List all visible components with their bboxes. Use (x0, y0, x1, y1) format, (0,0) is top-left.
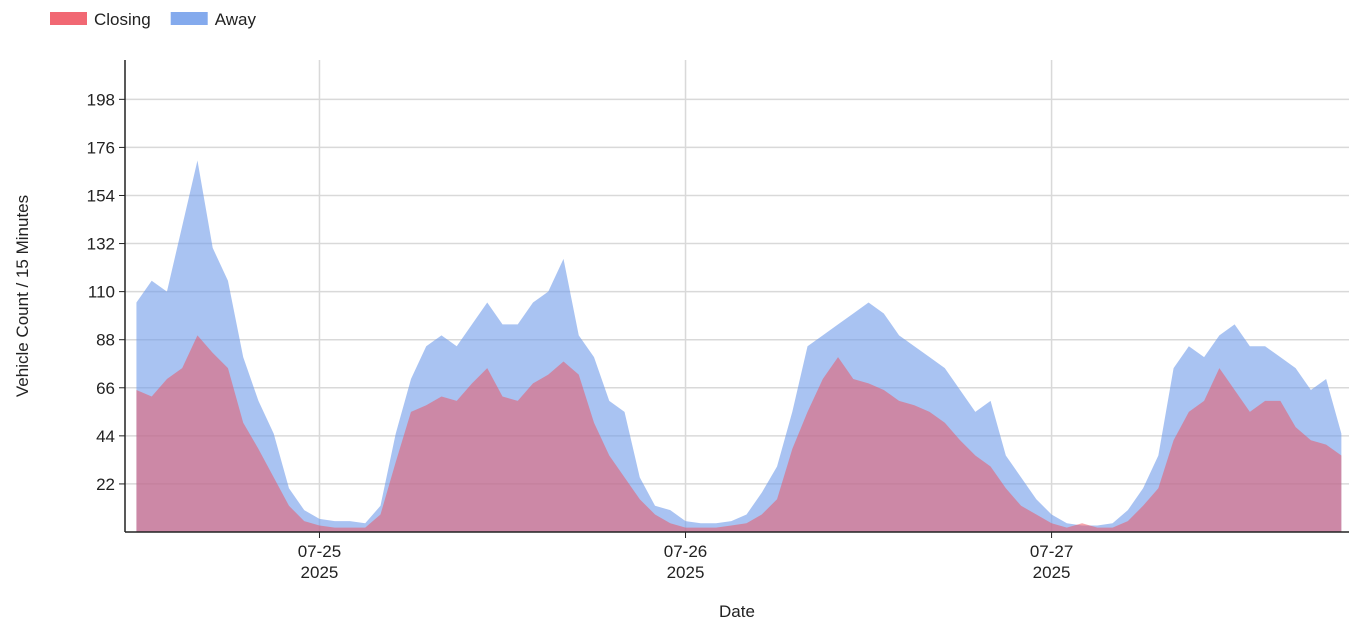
y-tick-label: 88 (96, 331, 115, 350)
y-tick-label: 198 (87, 90, 115, 109)
area-1 (136, 335, 1342, 532)
y-tick-label: 110 (88, 283, 115, 302)
x-axis-label: Date (719, 602, 755, 621)
legend-swatch (50, 12, 87, 25)
y-tick-label: 44 (96, 427, 115, 446)
area-0 (136, 160, 1342, 532)
legend-label: Away (215, 10, 257, 29)
legend-label: Closing (94, 10, 151, 29)
legend-swatch (170, 12, 208, 25)
x-tick-label: 07-25 2025 (298, 542, 341, 582)
y-tick-label: 22 (96, 475, 115, 494)
y-tick-label: 176 (87, 138, 115, 157)
y-axis-label: Vehicle Count / 15 Minutes (13, 195, 32, 397)
y-tick-label: 66 (96, 379, 115, 398)
y-tick-label: 132 (87, 235, 115, 254)
x-tick-label: 07-27 2025 (1030, 542, 1073, 582)
x-tick-label: 07-26 2025 (664, 542, 707, 582)
y-tick-label: 154 (87, 186, 115, 205)
